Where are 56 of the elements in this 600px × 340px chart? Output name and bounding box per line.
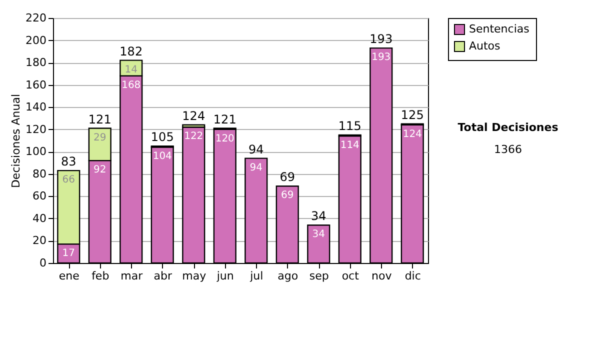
y-tick-label: 100 [26, 145, 46, 158]
data-label: 104 [152, 151, 172, 162]
y-tick-label: 60 [32, 190, 46, 203]
data-label: 122 [184, 131, 204, 142]
y-tick-label: 20 [32, 234, 46, 248]
data-label: 120 [215, 133, 234, 144]
total-label: 69 [280, 170, 296, 184]
data-label: 14 [124, 64, 138, 76]
y-tick-label: 40 [32, 212, 46, 225]
total-label: 94 [248, 142, 264, 156]
total-label: 83 [60, 154, 76, 169]
y-tick-label: 160 [26, 78, 46, 92]
text: 1366 [494, 143, 522, 156]
data-label: 92 [94, 164, 106, 176]
x-tick-label: jul [249, 270, 264, 282]
data-label: 17 [62, 248, 75, 260]
total-label: 193 [370, 32, 393, 46]
total-label: 121 [88, 112, 112, 126]
y-tick-label: 140 [26, 100, 46, 114]
x-tick-label: jun [216, 270, 234, 282]
y-tick-label: 0 [40, 256, 46, 270]
legend-label: Sentencias [469, 22, 530, 36]
data-label: 66 [62, 174, 75, 186]
x-tick-label: dic [404, 270, 421, 282]
total-label: 125 [400, 108, 424, 122]
data-label: 29 [94, 132, 106, 144]
x-tick-label: nov [372, 270, 392, 282]
y-tick-label: 180 [26, 56, 46, 70]
data-label: 34 [312, 229, 325, 240]
x-tick-label: sep [309, 270, 329, 282]
data-label: 124 [402, 128, 422, 140]
y-tick-label: 200 [26, 34, 46, 47]
y-tick-label: 80 [32, 167, 46, 180]
x-tick-label: ene [58, 270, 80, 282]
total-label: 105 [150, 130, 174, 144]
data-label: 114 [340, 140, 360, 152]
x-tick-label: abr [154, 270, 172, 282]
x-tick-label: oct [342, 270, 360, 282]
total-label: 34 [310, 209, 326, 224]
y-tick-label: 120 [26, 122, 46, 136]
data-label: 168 [122, 80, 141, 91]
x-tick-label: mar [120, 270, 144, 282]
x-tick-label: ago [278, 270, 298, 282]
data-label: 94 [250, 162, 262, 174]
text: Total Decisiones [458, 121, 559, 134]
y-tick-label: 220 [26, 12, 46, 24]
x-tick-label: feb [92, 270, 110, 282]
y-axis-title: Decisiones Anual [10, 94, 23, 188]
data-label: 69 [281, 190, 294, 202]
total-label: 124 [182, 108, 206, 123]
legend-label: Autos [469, 40, 501, 52]
total-label: 121 [213, 112, 236, 126]
x-tick-label: may [182, 270, 207, 282]
data-label: 193 [372, 52, 391, 64]
total-label: 182 [120, 44, 143, 58]
total-label: 115 [338, 118, 362, 133]
